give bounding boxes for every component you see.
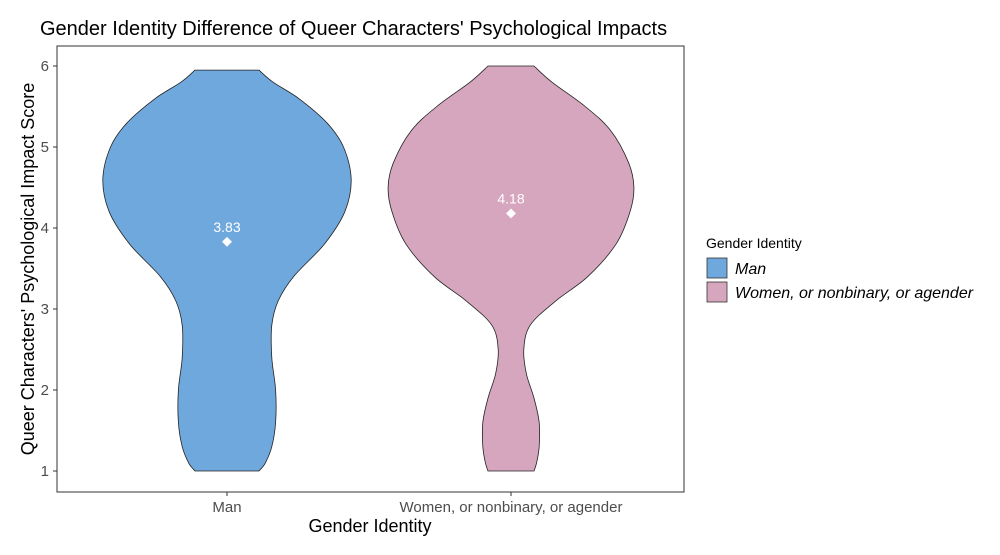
mean-marker	[222, 236, 232, 247]
legend-title: Gender Identity	[706, 235, 802, 251]
mean-label: 4.18	[497, 190, 524, 206]
y-axis-title: Queer Characters' Psychological Impact S…	[18, 83, 38, 456]
axis-ticks: 1 2 3 4 5 6 Man Women, or nonbinary, or agender	[41, 58, 623, 516]
y-tick-label: 3	[41, 301, 49, 318]
y-tick-label: 4	[41, 220, 49, 237]
legend-label: Man	[735, 261, 766, 278]
legend-key	[706, 257, 728, 279]
violin-group: 3.83 4.18	[102, 65, 635, 472]
x-tick-label: Man	[212, 499, 241, 516]
mean-label: 3.83	[213, 219, 240, 235]
mean-marker	[506, 208, 516, 219]
y-tick-label: 2	[41, 382, 49, 399]
x-tick-label: Women, or nonbinary, or agender	[400, 499, 623, 516]
x-axis-title: Gender Identity	[308, 516, 431, 536]
y-tick-label: 6	[41, 58, 49, 75]
y-tick-label: 5	[41, 139, 49, 156]
chart-title: Gender Identity Difference of Queer Char…	[40, 18, 667, 40]
y-tick-label: 1	[41, 463, 49, 480]
plot-panel-border	[56, 45, 685, 493]
violin-man	[102, 69, 352, 472]
legend: Gender Identity Man Women, or nonbinary, …	[706, 235, 974, 303]
legend-label: Women, or nonbinary, or agender	[735, 285, 974, 302]
plot-area: 3.83 4.18 1 2 3 4 5 6 Man Women, or nonbinary, o…	[41, 45, 685, 516]
legend-key	[706, 281, 728, 303]
violin-women-nonbinary-agender	[387, 65, 635, 472]
